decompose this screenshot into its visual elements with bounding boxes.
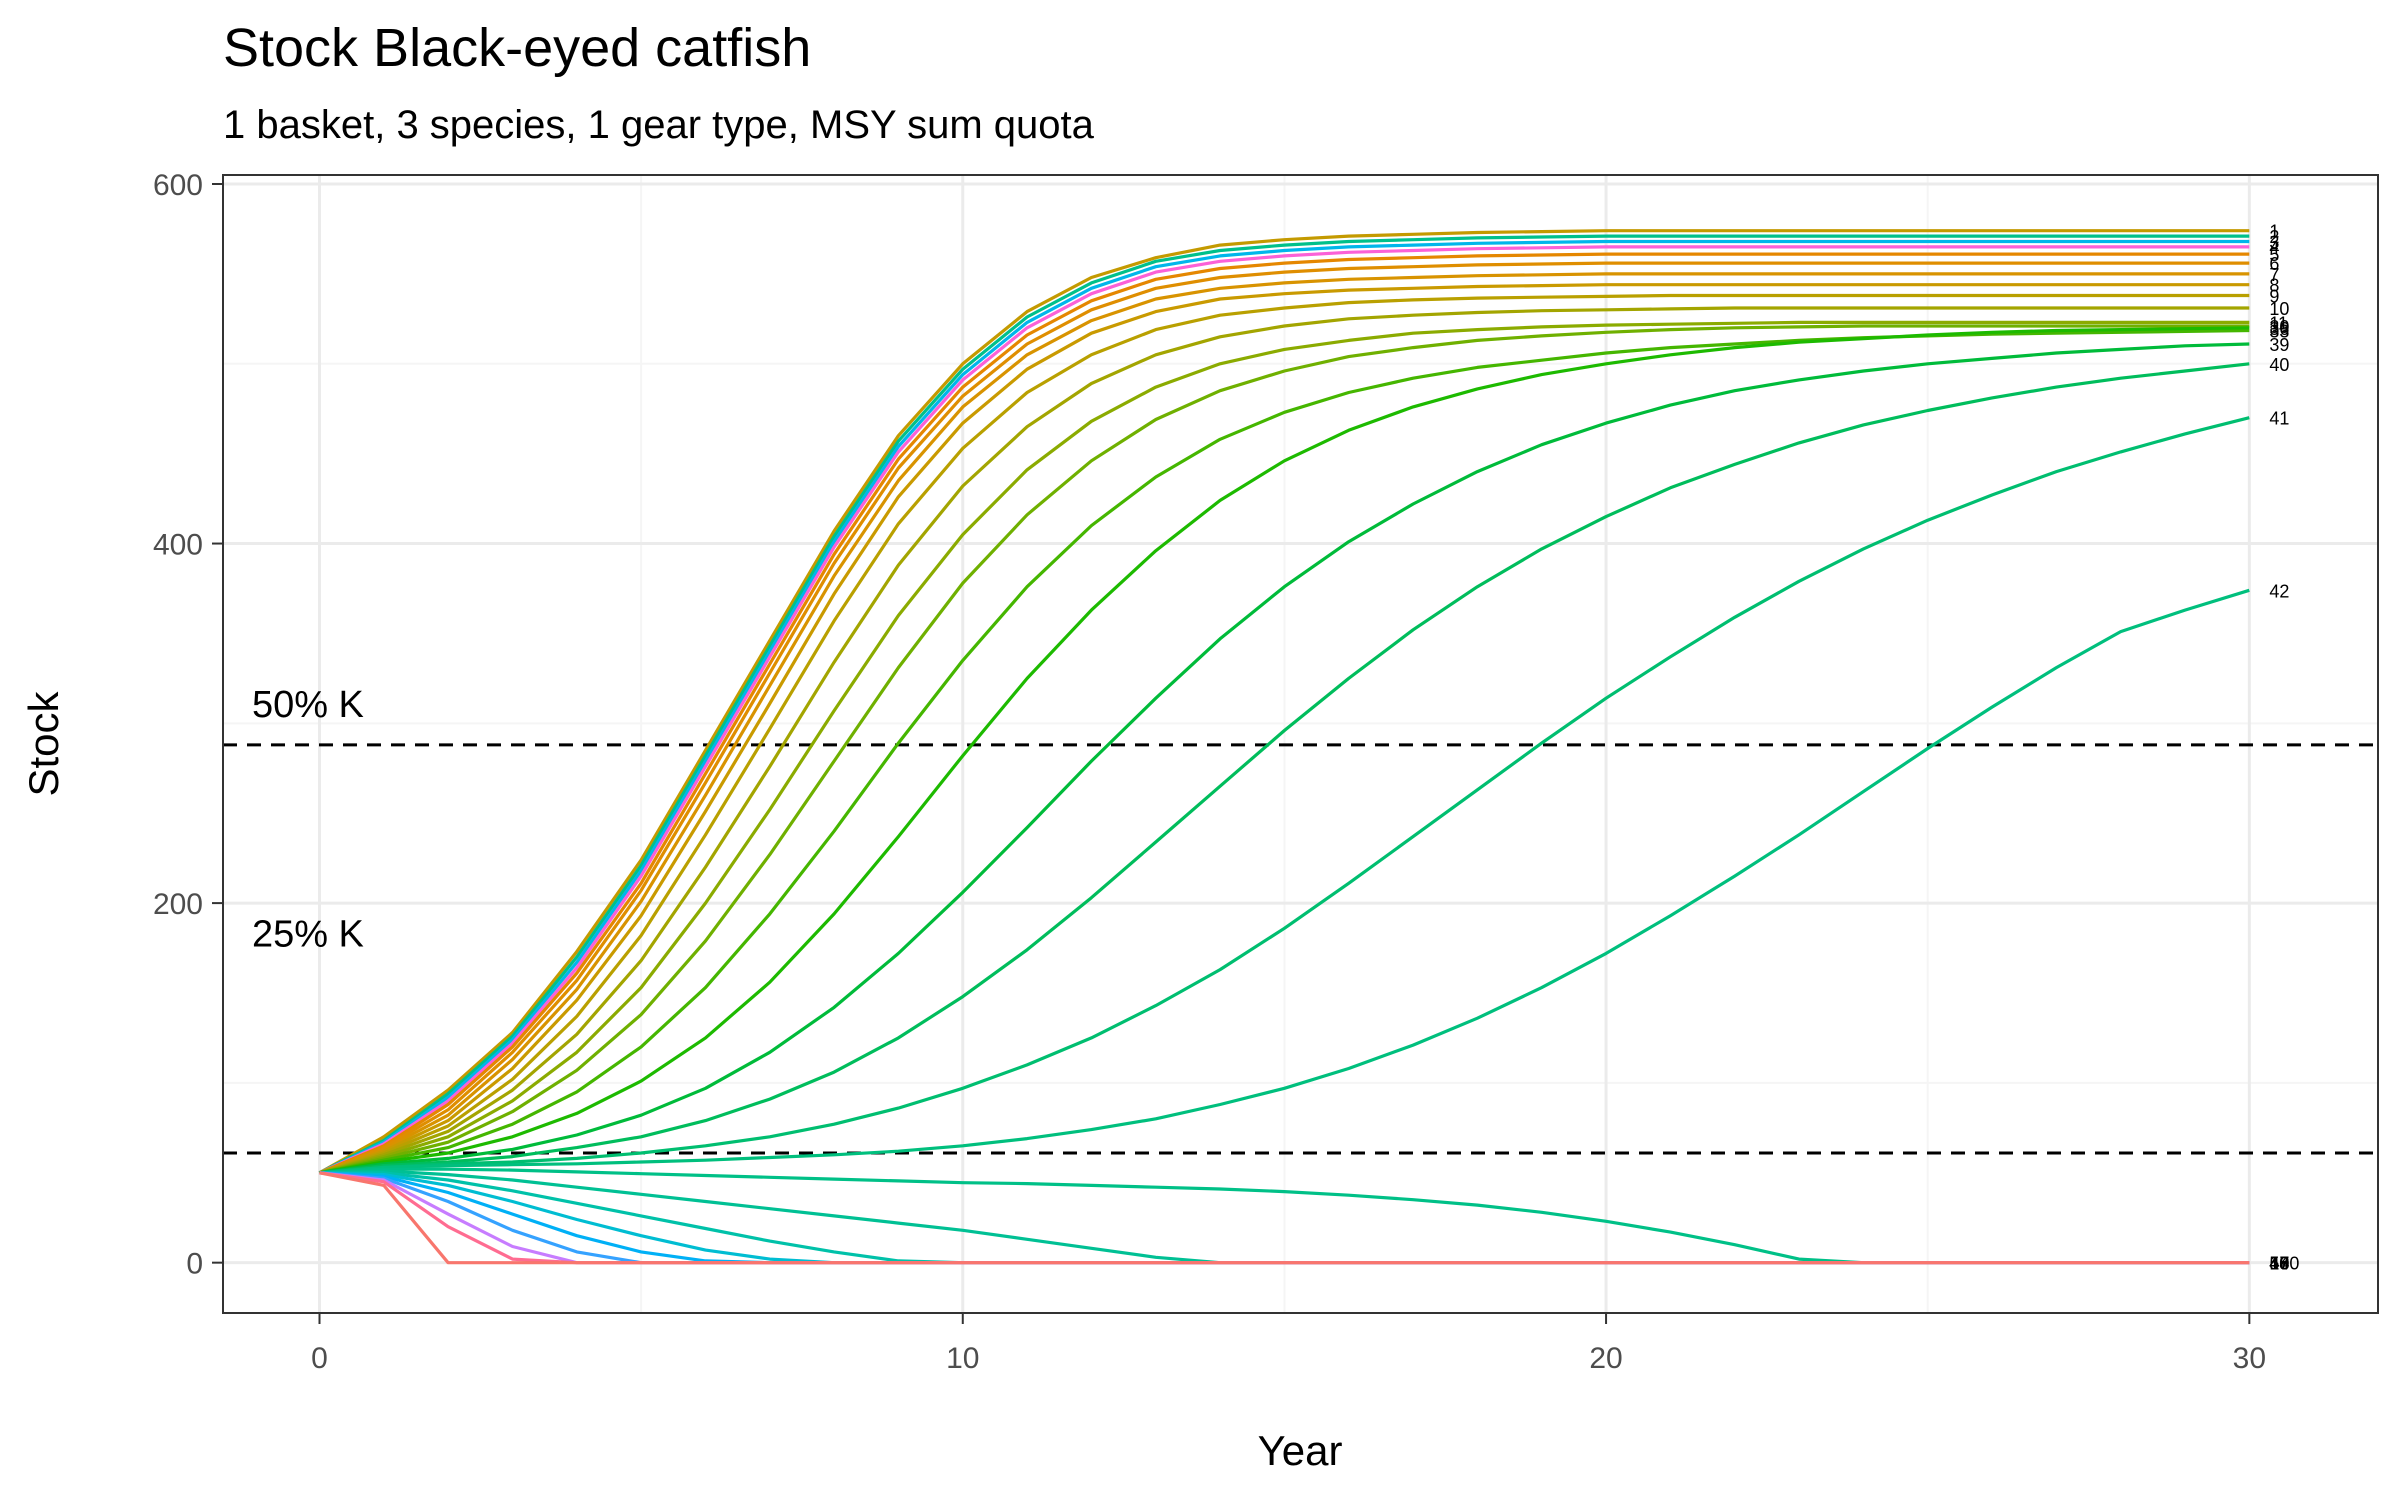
end-label-2: 2 bbox=[2269, 227, 2279, 247]
series-line-30 bbox=[319, 324, 2250, 1175]
end-label-46: 46 bbox=[2269, 1254, 2289, 1274]
end-label-3: 3 bbox=[2269, 233, 2279, 253]
reference-labels: 50% K 25% K bbox=[252, 684, 364, 955]
y-tick-label: 400 bbox=[153, 529, 203, 562]
series-line-4 bbox=[318, 245, 2250, 1175]
end-label-45: 45 bbox=[2269, 1254, 2289, 1274]
end-label-9: 9 bbox=[2269, 286, 2279, 306]
x-tick-label: 30 bbox=[2233, 1342, 2266, 1375]
end-label-40: 40 bbox=[2269, 355, 2289, 375]
series-line-1 bbox=[318, 229, 2250, 1175]
end-label-43: 43 bbox=[2269, 1254, 2289, 1274]
end-label-1: 1 bbox=[2269, 222, 2279, 242]
end-label-11: 11 bbox=[2269, 313, 2288, 333]
end-label-42: 42 bbox=[2269, 581, 2289, 601]
series-lines bbox=[318, 229, 2250, 1265]
end-label-8: 8 bbox=[2269, 276, 2279, 296]
y-tick-label: 600 bbox=[153, 169, 203, 202]
x-tick-label: 0 bbox=[311, 1342, 328, 1375]
end-label-5: 5 bbox=[2269, 245, 2279, 265]
end-label-7: 7 bbox=[2269, 265, 2279, 285]
series-end-labels: 1234567891011303336394041424344454647484… bbox=[2269, 222, 2299, 1274]
end-label-48: 48 bbox=[2269, 1254, 2289, 1274]
end-label-41: 41 bbox=[2269, 409, 2289, 429]
end-label-49: 49 bbox=[2269, 1254, 2289, 1274]
y-tick-label: 200 bbox=[153, 888, 203, 921]
series-line-9 bbox=[319, 293, 2250, 1175]
series-line-42 bbox=[319, 588, 2250, 1175]
end-label-4: 4 bbox=[2269, 238, 2279, 258]
x-tick-label: 10 bbox=[946, 1342, 979, 1375]
reference-label-1: 25% K bbox=[252, 913, 364, 955]
series-line-100 bbox=[319, 1171, 2250, 1265]
series-line-5 bbox=[318, 252, 2250, 1175]
y-tick-label: 0 bbox=[186, 1248, 203, 1281]
end-label-30: 30 bbox=[2269, 317, 2289, 337]
end-label-39: 39 bbox=[2269, 335, 2289, 355]
x-tick-label: 20 bbox=[1589, 1342, 1622, 1375]
series-line-6 bbox=[318, 261, 2250, 1175]
series-line-2 bbox=[318, 234, 2250, 1175]
end-label-36: 36 bbox=[2269, 319, 2289, 339]
chart-title: Stock Black-eyed catfish bbox=[223, 18, 811, 78]
end-label-50: 50 bbox=[2269, 1254, 2289, 1274]
end-label-100: 100 bbox=[2269, 1254, 2299, 1274]
series-line-3 bbox=[318, 239, 2250, 1175]
chart-subtitle: 1 basket, 3 species, 1 gear type, MSY su… bbox=[223, 103, 1095, 147]
panel-border bbox=[222, 174, 2379, 1314]
end-label-47: 47 bbox=[2269, 1254, 2289, 1274]
x-axis: 0 10 20 30 bbox=[311, 1313, 2266, 1375]
y-axis: 0 200 400 600 bbox=[153, 169, 223, 1281]
reference-label-0: 50% K bbox=[252, 684, 364, 726]
series-line-40 bbox=[319, 362, 2250, 1175]
end-label-6: 6 bbox=[2269, 254, 2279, 274]
x-axis-title: Year bbox=[1258, 1427, 1343, 1474]
series-line-36 bbox=[319, 326, 2250, 1175]
series-line-8 bbox=[318, 283, 2250, 1175]
end-label-44: 44 bbox=[2269, 1254, 2289, 1274]
series-line-10 bbox=[319, 306, 2250, 1175]
series-line-39 bbox=[319, 342, 2250, 1175]
series-line-41 bbox=[319, 416, 2250, 1175]
y-axis-title: Stock bbox=[20, 690, 67, 796]
end-label-10: 10 bbox=[2269, 299, 2289, 319]
series-line-7 bbox=[318, 272, 2250, 1175]
series-line-11 bbox=[319, 320, 2250, 1175]
end-label-33: 33 bbox=[2269, 322, 2289, 342]
